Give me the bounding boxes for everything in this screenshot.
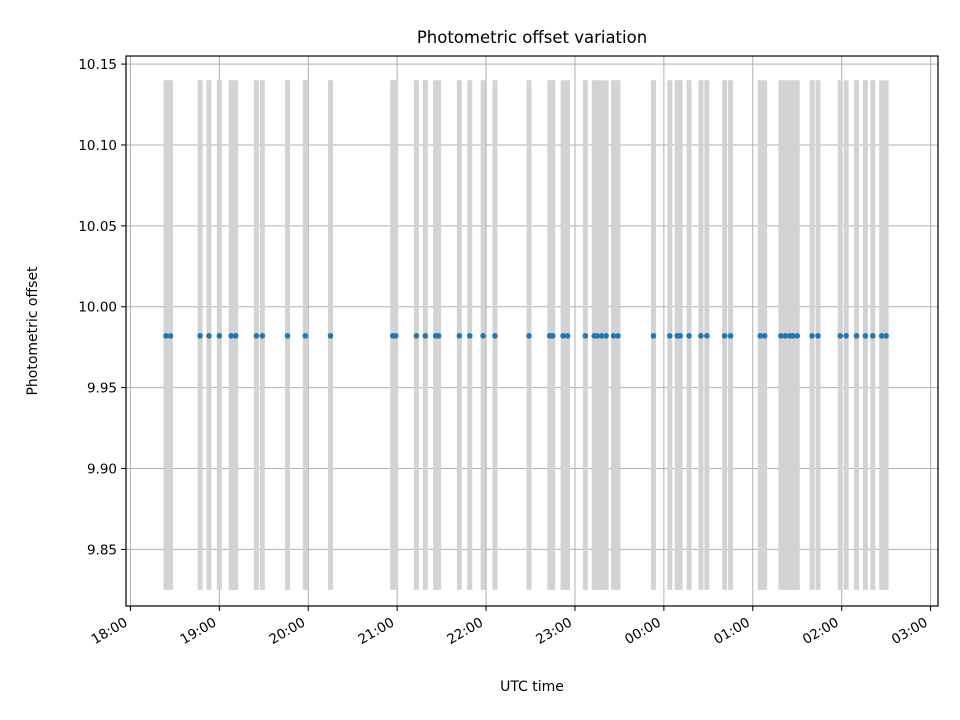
data-point (598, 333, 605, 339)
data-point (392, 333, 399, 339)
data-point (878, 333, 885, 339)
data-point (216, 333, 223, 339)
x-tick-label: 20:00 (267, 615, 309, 648)
data-point (853, 333, 860, 339)
data-point (284, 333, 291, 339)
data-point (757, 333, 763, 339)
data-point (815, 333, 821, 339)
data-point (761, 333, 768, 339)
x-tick-label: 02:00 (800, 615, 842, 648)
x-tick-label: 21:00 (355, 615, 397, 648)
data-point (677, 333, 683, 339)
data-point (492, 333, 498, 339)
data-point (302, 333, 309, 339)
data-point (167, 333, 174, 339)
y-tick-label: 10.00 (78, 300, 117, 316)
error-bars (163, 80, 889, 590)
data-points (163, 333, 889, 339)
x-axis-title: UTC time (500, 679, 564, 695)
y-tick-label: 10.15 (78, 57, 117, 73)
data-point (560, 333, 566, 339)
data-point (253, 333, 260, 339)
y-tick-label: 9.90 (87, 462, 117, 478)
data-point (610, 333, 617, 339)
data-point (789, 333, 796, 339)
data-point (456, 333, 463, 339)
data-point (686, 333, 692, 339)
y-tick-label: 9.85 (87, 542, 117, 558)
data-point (480, 333, 486, 339)
x-tick-label: 00:00 (622, 615, 664, 648)
data-point (603, 333, 609, 339)
data-point (228, 333, 235, 339)
data-point (698, 333, 704, 339)
data-point (870, 333, 876, 339)
data-point (809, 333, 815, 339)
data-point (727, 333, 734, 339)
data-point (466, 333, 473, 339)
x-tick-label: 23:00 (533, 615, 575, 648)
data-point (422, 333, 429, 339)
data-point (259, 333, 266, 339)
x-tick-label: 18:00 (89, 615, 131, 648)
data-point (526, 333, 532, 339)
data-point (862, 333, 869, 339)
data-point (843, 333, 849, 339)
data-point (197, 333, 203, 339)
data-point (582, 333, 589, 339)
data-point (615, 333, 621, 339)
data-point (232, 333, 239, 339)
data-point (721, 333, 728, 339)
data-point (667, 333, 673, 339)
data-point (778, 333, 784, 339)
data-point (704, 333, 710, 339)
data-point (163, 333, 169, 339)
data-point (206, 333, 212, 339)
plot-frame (125, 55, 939, 607)
x-tick-label: 03:00 (889, 615, 931, 648)
data-point (435, 333, 442, 339)
data-point (327, 333, 334, 339)
y-axis-title: Photometric offset (25, 266, 41, 396)
x-tick-label: 01:00 (711, 615, 753, 648)
x-tick-label: 19:00 (178, 615, 220, 648)
data-point (549, 333, 556, 339)
axis-ticks: 9.85 9.90 9.95 10.00 10.05 10.10 10.15 18:00 19:… (78, 57, 932, 648)
data-point (413, 333, 420, 339)
data-point (594, 333, 600, 339)
y-tick-label: 10.05 (78, 219, 117, 235)
y-tick-label: 10.10 (78, 138, 117, 154)
data-point (782, 333, 789, 339)
chart-title: Photometric offset variation (417, 28, 647, 47)
data-point (564, 333, 571, 339)
data-point (650, 333, 657, 339)
y-tick-label: 9.95 (87, 381, 117, 397)
data-point (883, 333, 889, 339)
x-tick-label: 22:00 (444, 615, 486, 648)
data-point (837, 333, 844, 339)
data-point (794, 333, 801, 339)
